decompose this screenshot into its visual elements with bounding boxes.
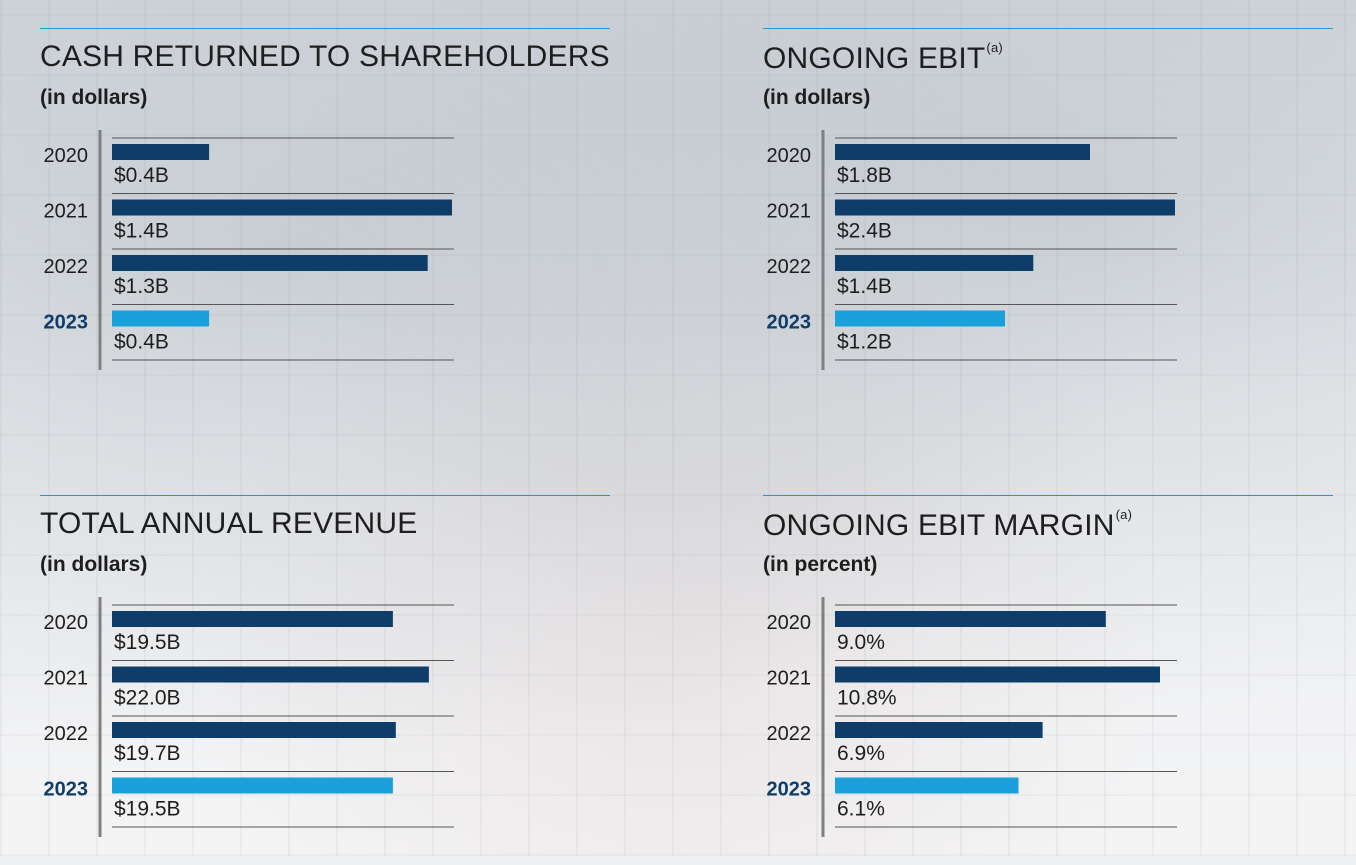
bar-2023 [835, 310, 1005, 327]
bar-2023 [112, 310, 210, 327]
panel-divider [40, 495, 610, 496]
bar-2021 [835, 199, 1175, 216]
value-label-2023: $19.5B [114, 798, 181, 821]
value-label-2023: 6.1% [837, 798, 885, 821]
bar-chart-ebit-margin: 2020 9.0% 2021 10.8% 2022 6.9% 2023 6.1% [767, 597, 1177, 837]
year-label-2023: 2023 [767, 312, 812, 334]
bar-2020 [835, 611, 1106, 627]
year-label-2023: 2023 [44, 312, 89, 334]
bar-2022 [112, 255, 428, 271]
bar-2022 [835, 722, 1043, 738]
year-label-2020: 2020 [767, 612, 812, 634]
value-label-2021: $1.4B [114, 220, 169, 243]
panel-ebit-margin: ONGOING EBIT MARGIN(a) (in percent) 2020… [763, 495, 1335, 865]
panel-unit-label: (in percent) [763, 553, 878, 576]
value-label-2021: 10.8% [837, 687, 897, 710]
year-label-2023: 2023 [44, 779, 89, 801]
bar-2022 [835, 255, 1034, 271]
bar-2021 [112, 199, 452, 216]
year-label-2020: 2020 [767, 145, 812, 167]
panel-unit-label: (in dollars) [40, 86, 148, 109]
year-label-2021: 2021 [44, 668, 89, 690]
year-label-2022: 2022 [44, 256, 89, 278]
year-label-2022: 2022 [767, 723, 812, 745]
panel-unit-label: (in dollars) [763, 86, 871, 109]
bar-2021 [112, 666, 429, 683]
value-label-2021: $22.0B [114, 687, 181, 710]
year-label-2021: 2021 [767, 668, 812, 690]
year-label-2022: 2022 [767, 256, 812, 278]
bar-2021 [835, 666, 1160, 683]
bar-2020 [112, 611, 393, 627]
bar-2023 [835, 777, 1019, 794]
footnote-marker: (a) [1115, 507, 1133, 522]
bar-2023 [112, 777, 393, 794]
footnote-marker: (a) [986, 40, 1003, 55]
bar-2020 [835, 144, 1090, 160]
panel-title: ONGOING EBIT(a) [763, 40, 1003, 75]
year-label-2023: 2023 [767, 779, 812, 801]
value-label-2023: $0.4B [114, 331, 169, 354]
panel-divider [40, 28, 610, 29]
panel-divider [763, 28, 1333, 29]
year-label-2021: 2021 [767, 201, 812, 223]
value-label-2020: $19.5B [114, 631, 181, 654]
value-label-2022: 6.9% [837, 742, 885, 765]
panel-unit-label: (in dollars) [40, 553, 148, 576]
value-label-2022: $19.7B [114, 742, 181, 765]
bar-chart-total-revenue: 2020 $19.5B 2021 $22.0B 2022 $19.7B 2023 $19.5B [44, 597, 454, 837]
value-label-2021: $2.4B [837, 220, 892, 243]
year-label-2020: 2020 [44, 612, 89, 634]
bar-chart-cash-returned: 2020 $0.4B 2021 $1.4B 2022 $1.3B 2023 $0.4B [44, 130, 454, 370]
value-label-2022: $1.4B [837, 275, 892, 298]
value-label-2020: $1.8B [837, 164, 892, 187]
year-label-2022: 2022 [44, 723, 89, 745]
value-label-2023: $1.2B [837, 331, 892, 354]
panel-title: CASH RETURNED TO SHAREHOLDERS [40, 40, 610, 73]
value-label-2020: 9.0% [837, 631, 885, 654]
year-label-2020: 2020 [44, 145, 89, 167]
bar-chart-ongoing-ebit: 2020 $1.8B 2021 $2.4B 2022 $1.4B 2023 $1.2B [767, 130, 1177, 370]
year-label-2021: 2021 [44, 201, 89, 223]
panel-total-revenue: TOTAL ANNUAL REVENUE (in dollars) 2020 $1… [40, 495, 612, 865]
bar-2022 [112, 722, 396, 738]
panel-divider [763, 495, 1333, 496]
panel-title: TOTAL ANNUAL REVENUE [40, 507, 418, 540]
panel-title: ONGOING EBIT MARGIN(a) [763, 507, 1133, 542]
value-label-2022: $1.3B [114, 275, 169, 298]
value-label-2020: $0.4B [114, 164, 169, 187]
panel-cash-returned: CASH RETURNED TO SHAREHOLDERS (in dollar… [40, 28, 612, 398]
bar-2020 [112, 144, 210, 160]
panel-ongoing-ebit: ONGOING EBIT(a) (in dollars) 2020 $1.8B 20… [763, 28, 1335, 398]
